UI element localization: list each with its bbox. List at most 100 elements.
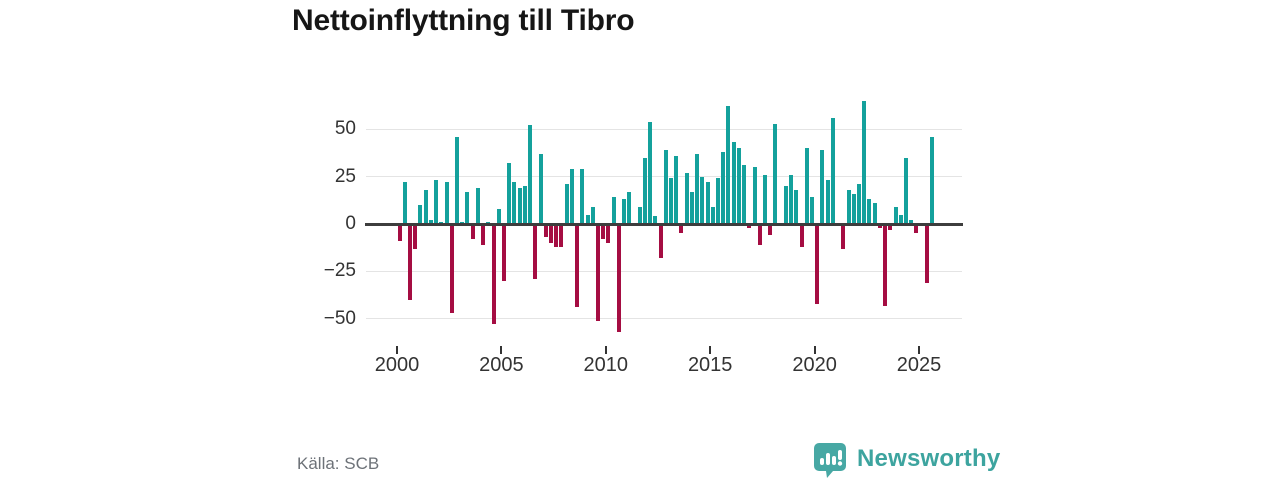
bar-positive bbox=[731, 142, 736, 224]
bar-positive bbox=[695, 153, 700, 224]
bar-negative bbox=[559, 224, 564, 247]
bar-negative bbox=[768, 224, 773, 236]
bar-positive bbox=[434, 180, 439, 224]
bar-positive bbox=[423, 189, 428, 224]
bar-positive bbox=[564, 184, 569, 224]
bar-positive bbox=[580, 169, 585, 224]
bar-negative bbox=[757, 224, 762, 245]
x-axis-zero-line bbox=[365, 222, 963, 226]
bar-positive bbox=[674, 155, 679, 224]
bar-negative bbox=[397, 224, 402, 242]
bar-positive bbox=[783, 186, 788, 224]
bar-positive bbox=[846, 189, 851, 224]
bar-negative bbox=[595, 224, 600, 321]
bar-positive bbox=[903, 157, 908, 224]
y-gridline bbox=[366, 270, 962, 272]
bar-negative bbox=[533, 224, 538, 279]
bar-negative bbox=[606, 224, 611, 243]
bar-positive bbox=[721, 151, 726, 224]
x-axis-tick-mark bbox=[500, 346, 503, 354]
x-axis-tick-label: 2025 bbox=[896, 354, 942, 376]
bar-positive bbox=[763, 174, 767, 224]
bar-negative bbox=[575, 224, 580, 308]
y-axis-tick-label: 50 bbox=[334, 118, 356, 140]
bar-positive bbox=[862, 100, 867, 224]
bar-negative bbox=[449, 224, 454, 314]
bar-positive bbox=[496, 208, 501, 224]
bar-negative bbox=[616, 224, 621, 333]
bar-negative bbox=[413, 224, 418, 249]
bar-negative bbox=[481, 224, 486, 245]
bar-negative bbox=[548, 224, 553, 243]
bar-positive bbox=[705, 182, 710, 224]
y-axis-tick-label: −25 bbox=[323, 260, 356, 282]
bar-negative bbox=[747, 224, 752, 228]
bar-negative bbox=[408, 224, 413, 300]
bar-negative bbox=[815, 224, 820, 304]
bar-negative bbox=[924, 224, 929, 283]
bar-negative bbox=[470, 224, 475, 240]
bar-positive bbox=[428, 220, 433, 224]
bar-positive bbox=[804, 148, 809, 224]
bar-negative bbox=[491, 224, 496, 325]
bar-positive bbox=[752, 167, 757, 224]
bar-positive bbox=[517, 187, 522, 224]
bar-positive bbox=[930, 136, 935, 224]
x-axis-tick-mark bbox=[709, 346, 712, 354]
bar-positive bbox=[716, 178, 721, 224]
bar-positive bbox=[856, 184, 861, 224]
bar-positive bbox=[622, 199, 627, 224]
x-axis-tick-mark bbox=[813, 346, 816, 354]
bar-negative bbox=[601, 224, 606, 240]
x-axis-tick-label: 2010 bbox=[583, 354, 629, 376]
bar-positive bbox=[825, 180, 830, 224]
bar-positive bbox=[909, 220, 914, 224]
bar-negative bbox=[554, 224, 559, 247]
bar-positive bbox=[872, 203, 877, 224]
bar-positive bbox=[648, 121, 653, 224]
bar-negative bbox=[914, 224, 919, 234]
bar-positive bbox=[475, 187, 480, 224]
bar-negative bbox=[883, 224, 888, 306]
bar-negative bbox=[679, 224, 684, 234]
x-axis-tick-mark bbox=[604, 346, 607, 354]
x-axis-tick-label: 2000 bbox=[374, 354, 420, 376]
bar-positive bbox=[465, 191, 470, 224]
bar-positive bbox=[538, 153, 543, 224]
source-caption: Källa: SCB bbox=[297, 454, 380, 473]
bar-positive bbox=[851, 193, 856, 224]
y-axis-tick-label: 25 bbox=[334, 165, 356, 187]
bar-positive bbox=[820, 150, 825, 224]
bar-positive bbox=[689, 191, 694, 224]
y-gridline bbox=[366, 128, 962, 130]
x-axis-tick-label: 2020 bbox=[792, 354, 837, 376]
bar-negative bbox=[841, 224, 846, 249]
x-axis-tick-mark bbox=[396, 346, 398, 354]
bar-negative bbox=[502, 224, 506, 281]
bar-positive bbox=[893, 206, 898, 224]
bar-positive bbox=[569, 169, 574, 224]
bar-positive bbox=[522, 186, 527, 224]
bar-negative bbox=[799, 224, 804, 247]
bar-positive bbox=[710, 206, 715, 224]
newsworthy-wordmark: Newsworthy bbox=[857, 445, 1001, 472]
x-axis-tick-mark bbox=[918, 346, 920, 354]
y-gridline bbox=[366, 318, 962, 320]
bar-negative bbox=[658, 224, 663, 259]
chart-title: Nettoinflyttning till Tibro bbox=[292, 4, 635, 37]
bar-positive bbox=[418, 205, 423, 224]
bar-positive bbox=[653, 216, 658, 224]
bar-positive bbox=[627, 191, 632, 224]
bar-positive bbox=[637, 206, 642, 224]
bar-positive bbox=[684, 172, 689, 224]
bar-positive bbox=[512, 182, 517, 224]
bar-positive bbox=[402, 182, 407, 224]
bar-positive bbox=[809, 197, 814, 224]
bar-positive bbox=[455, 136, 460, 224]
bar-positive bbox=[742, 165, 747, 224]
bar-positive bbox=[669, 178, 674, 224]
x-axis-tick-label: 2005 bbox=[479, 354, 524, 376]
y-axis-tick-label: 0 bbox=[345, 213, 356, 234]
bar-positive bbox=[590, 206, 595, 224]
bar-positive bbox=[830, 117, 835, 224]
